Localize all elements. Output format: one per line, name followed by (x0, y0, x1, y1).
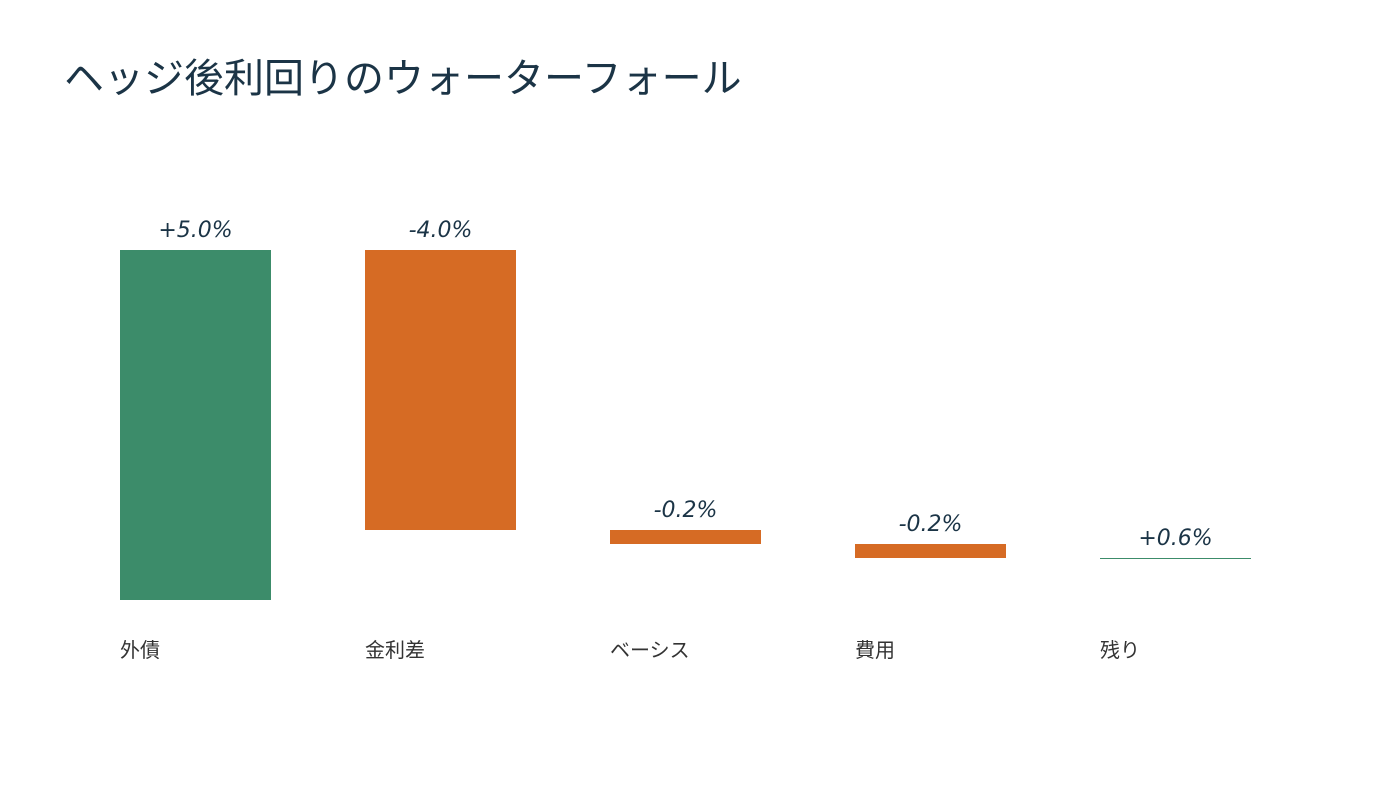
value-label: +5.0% (158, 218, 232, 243)
value-label: +0.6% (1138, 526, 1212, 551)
x-tick-label: 金利差 (365, 638, 425, 662)
x-tick-label: 外債 (120, 638, 160, 662)
bar (1100, 558, 1251, 559)
bar (120, 250, 271, 600)
x-tick-label: 残り (1100, 638, 1140, 662)
x-tick-label: ベーシス (610, 638, 690, 662)
x-tick-label: 費用 (855, 638, 895, 662)
bar (855, 544, 1006, 558)
bar (365, 250, 516, 530)
value-label: -0.2% (899, 512, 963, 537)
value-label: -0.2% (654, 498, 718, 523)
bar (610, 530, 761, 544)
chart-title: ヘッジ後利回りのウォーターフォール (64, 56, 742, 102)
value-label: -4.0% (409, 218, 473, 243)
